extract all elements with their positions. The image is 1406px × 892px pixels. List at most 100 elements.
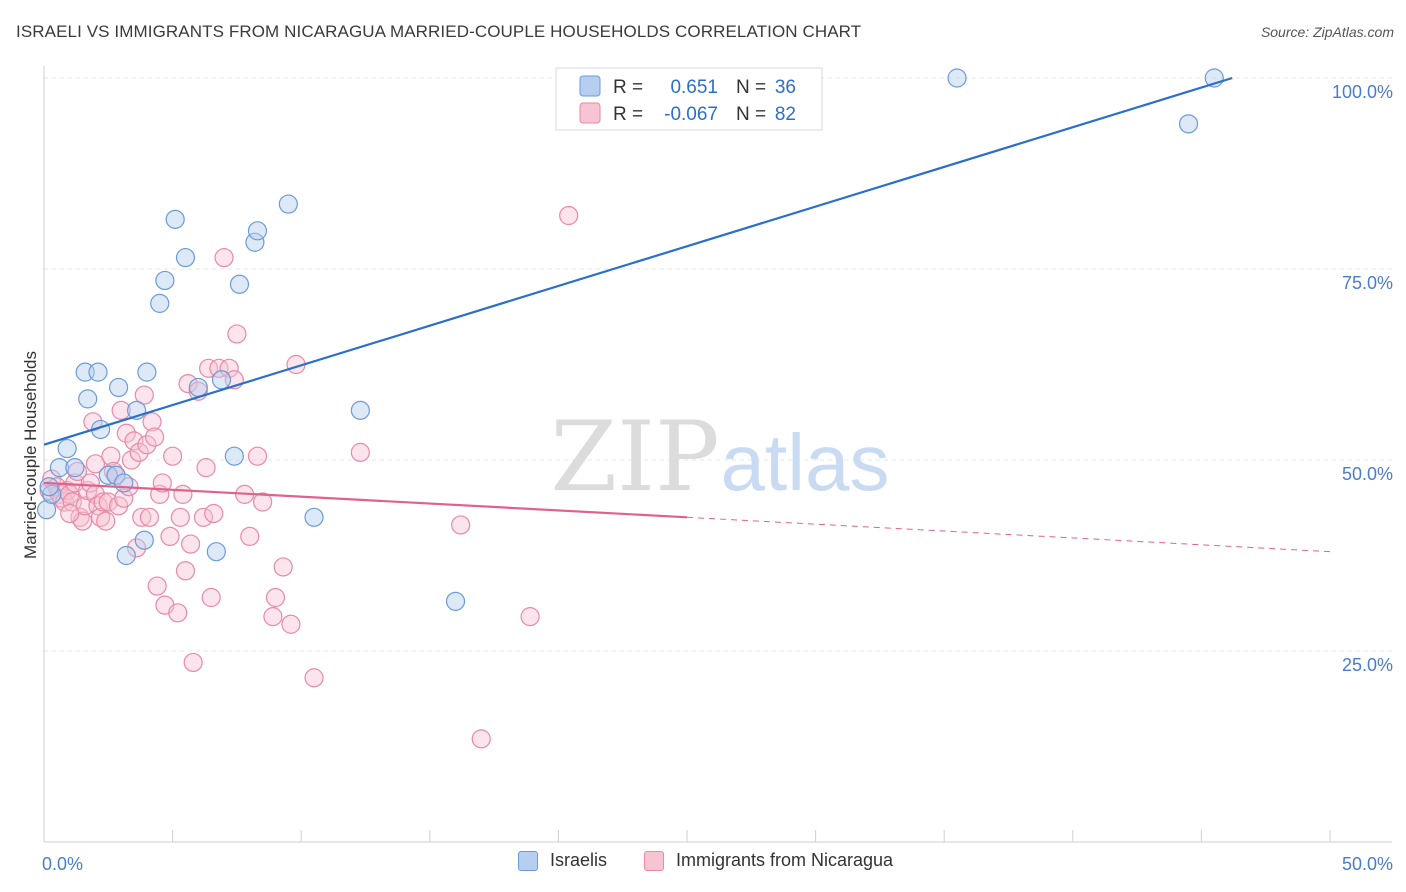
axes: [43, 66, 1392, 843]
israelis-point-15: [134, 530, 154, 550]
israelis-point-29: [304, 507, 324, 527]
israelis-point-30: [350, 400, 370, 420]
israelis-point-35: [39, 477, 59, 497]
israelis-point-10: [106, 465, 126, 485]
nicaragua-point-49: [173, 484, 193, 504]
nicaragua-point-48: [170, 507, 190, 527]
x-tick-label-0: 0.0%: [42, 854, 83, 874]
nicaragua-point-8: [62, 492, 82, 512]
nicaragua-point-46: [163, 446, 183, 466]
nicaragua-point-52: [181, 534, 201, 554]
watermark-atlas: atlas: [721, 418, 890, 507]
israelis-point-9: [98, 465, 118, 485]
nicaragua-point-16: [83, 412, 103, 432]
israelis-point-19: [165, 209, 185, 229]
legend-bottom-label-israelis: Israelis: [550, 850, 608, 870]
nicaragua-point-41: [147, 576, 167, 596]
legend-item-nicaragua: Immigrants from Nicaragua: [644, 850, 893, 871]
nicaragua-point-33: [126, 538, 147, 558]
nicaragua-point-70: [265, 587, 286, 608]
watermark-zip: ZIP: [550, 401, 719, 513]
nicaragua-point-37: [137, 435, 157, 455]
nicaragua-point-56: [196, 458, 216, 478]
trend-line-2: [686, 516, 1331, 553]
trend-lines: [43, 76, 1331, 553]
nicaragua-point-62: [219, 358, 239, 378]
israelis-point-18: [155, 270, 175, 291]
nicaragua-point-68: [253, 492, 273, 512]
israelis-point-0: [36, 500, 57, 520]
israelis-point-22: [206, 542, 226, 562]
nicaragua-point-28: [114, 488, 134, 508]
nicaragua-point-39: [142, 412, 162, 432]
israelis-point-21: [188, 377, 208, 398]
source-label: Source: ZipAtlas.com: [1260, 24, 1394, 40]
x-tick-labels: 0.0% 50.0%: [42, 854, 1393, 874]
legend-bottom: Israelis Immigrants from Nicaragua: [0, 850, 1406, 880]
israelis-point-20: [175, 247, 196, 268]
israelis-point-23: [211, 370, 232, 390]
series-nicaragua-points: [39, 205, 579, 749]
nicaragua-point-80: [60, 503, 80, 524]
grid-lines: [44, 77, 1392, 652]
israelis-point-33: [1178, 114, 1199, 134]
trend-line-1: [43, 481, 688, 519]
israelis-point-3: [57, 438, 77, 459]
nicaragua-point-74: [304, 668, 324, 688]
y-axis-label: Married-couple Households: [21, 351, 40, 559]
nicaragua-point-67: [247, 446, 268, 466]
legend-n-value-1: 36: [775, 77, 796, 98]
nicaragua-point-15: [80, 473, 100, 493]
legend-bottom-swatch-israelis: [518, 850, 538, 871]
nicaragua-point-81: [85, 454, 106, 474]
nicaragua-point-23: [101, 446, 121, 466]
nicaragua-point-35: [132, 507, 152, 527]
legend-r-value-2: -0.067: [664, 104, 718, 125]
nicaragua-point-79: [559, 205, 579, 226]
israelis-point-1: [42, 484, 62, 504]
series-israelis-points: [36, 68, 1224, 611]
nicaragua-point-53: [183, 652, 203, 673]
y-tick-label-1: 75.0%: [1342, 273, 1393, 293]
nicaragua-point-51: [178, 374, 198, 394]
nicaragua-point-34: [129, 442, 149, 462]
nicaragua-point-40: [144, 427, 165, 447]
israelis-point-31: [445, 591, 466, 611]
legend-r-label-2: R =: [613, 104, 643, 125]
y-tick-label-2: 50.0%: [1342, 464, 1393, 484]
israelis-point-2: [49, 458, 70, 478]
legend-n-label-2: N =: [736, 104, 766, 125]
nicaragua-point-32: [124, 431, 144, 451]
x-tick-label-1: 50.0%: [1342, 854, 1393, 874]
nicaragua-point-36: [134, 385, 154, 405]
nicaragua-point-18: [88, 496, 108, 516]
trend-line-0: [43, 76, 1233, 446]
israelis-point-11: [108, 377, 129, 398]
legend-bottom-swatch-nicaragua: [644, 850, 664, 871]
nicaragua-point-61: [214, 247, 234, 268]
y-tick-label-3: 25.0%: [1342, 655, 1393, 675]
nicaragua-point-43: [152, 473, 172, 493]
legend-r-label-1: R =: [613, 77, 643, 98]
nicaragua-point-78: [520, 607, 540, 627]
nicaragua-point-71: [273, 557, 293, 577]
israelis-point-26: [245, 232, 265, 252]
legend-n-value-2: 82: [775, 104, 796, 125]
nicaragua-point-69: [263, 607, 283, 627]
nicaragua-point-21: [96, 511, 116, 531]
israelis-point-24: [224, 446, 244, 466]
nicaragua-point-45: [160, 526, 180, 547]
israelis-point-7: [88, 362, 108, 382]
nicaragua-point-47: [168, 603, 188, 623]
nicaragua-point-58: [201, 587, 221, 608]
nicaragua-point-57: [199, 358, 219, 378]
legend-r-value-1: 0.651: [670, 77, 718, 98]
nicaragua-point-27: [111, 400, 131, 420]
israelis-point-27: [247, 221, 268, 241]
israelis-point-25: [229, 274, 250, 294]
nicaragua-point-59: [204, 503, 224, 524]
nicaragua-point-77: [471, 729, 491, 749]
israelis-point-28: [278, 194, 298, 214]
nicaragua-point-38: [139, 507, 160, 527]
